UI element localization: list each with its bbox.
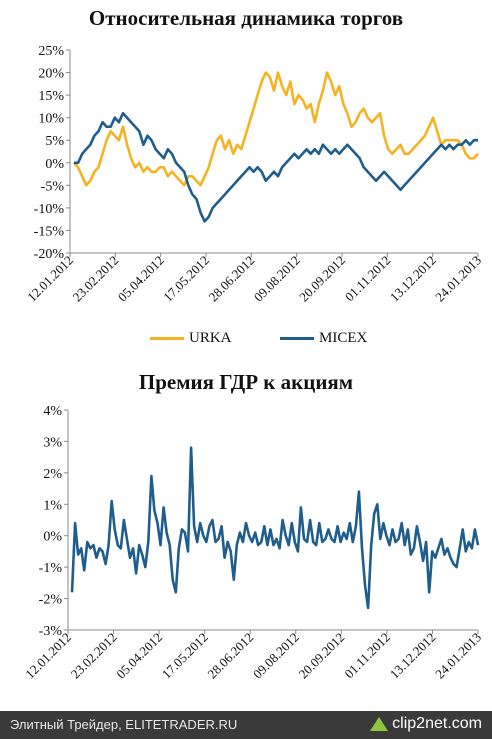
y-tick-label: -2% (39, 593, 63, 608)
y-tick-label: -3% (39, 624, 63, 639)
relative-dynamics-chart: 25%20%15%10%5%0%-5%-10%-15%-20%12.01.201… (24, 44, 484, 305)
y-tick-label: 0% (45, 157, 64, 172)
y-tick-label: 4% (43, 404, 62, 419)
y-tick-label: 0% (43, 530, 62, 545)
x-tick-label: 17.05.2012 (160, 253, 212, 305)
x-tick-label: 24.01.2013 (432, 253, 484, 305)
y-tick-label: -1% (39, 561, 63, 576)
x-tick-label: 20.09.2012 (295, 630, 347, 682)
y-tick-label: -10% (34, 202, 65, 217)
x-tick-label: 05.04.2012 (113, 630, 165, 682)
legend-entry-micex: MICEX (280, 330, 367, 347)
legend-swatch-urka (150, 337, 184, 340)
x-tick-label: 09.08.2012 (251, 253, 303, 305)
x-tick-label: 28.06.2012 (205, 253, 257, 305)
gdr-premium-chart: 4%3%2%1%0%-1%-2%-3%12.01.201223.02.20120… (22, 404, 484, 682)
y-tick-label: 10% (38, 112, 64, 127)
x-tick-label: 23.02.2012 (69, 253, 121, 305)
y-tick-label: 1% (43, 498, 62, 513)
x-tick-label: 05.04.2012 (115, 253, 167, 305)
y-tick-label: 25% (38, 44, 64, 59)
chart-2-title: Премия ГДР к акциям (138, 370, 354, 394)
x-tick-label: 24.01.2013 (432, 630, 484, 682)
series-line-gdr-premium (70, 446, 480, 610)
y-tick-label: 3% (43, 435, 62, 450)
series-line-micex (74, 111, 478, 223)
x-tick-label: 28.06.2012 (204, 630, 256, 682)
x-tick-label: 01.11.2012 (341, 630, 393, 682)
legend-label-micex: MICEX (319, 330, 368, 346)
x-tick-label: 20.09.2012 (296, 253, 348, 305)
x-tick-label: 23.02.2012 (68, 630, 120, 682)
x-tick-label: 13.12.2012 (387, 630, 439, 682)
clip2net-arrow-icon (370, 717, 389, 731)
x-tick-label: 01.11.2012 (342, 253, 394, 305)
y-tick-label: -15% (34, 224, 65, 239)
legend-swatch-micex (280, 337, 314, 340)
y-tick-label: -20% (34, 247, 65, 262)
footer-bar: Элитный Трейдер, ELITETRADER.RU clip2net… (0, 711, 492, 739)
y-tick-label: 2% (43, 467, 62, 482)
y-tick-label: 20% (38, 67, 64, 82)
y-tick-label: 15% (38, 89, 64, 104)
legend-entry-urka: URKA (150, 330, 232, 347)
chart-1-title: Относительная динамика торгов (88, 6, 404, 30)
x-tick-label: 17.05.2012 (159, 630, 211, 682)
y-tick-label: 5% (45, 134, 64, 149)
x-tick-label: 09.08.2012 (250, 630, 302, 682)
clip2net-logo: clip2net.com (370, 715, 482, 733)
footer-source: Элитный Трейдер, ELITETRADER.RU (10, 717, 238, 732)
x-tick-label: 13.12.2012 (387, 253, 439, 305)
series-line-urka (73, 71, 479, 187)
y-tick-label: -5% (41, 179, 65, 194)
clip2net-logo-text: clip2net.com (392, 715, 482, 732)
legend-label-urka: URKA (189, 330, 232, 346)
